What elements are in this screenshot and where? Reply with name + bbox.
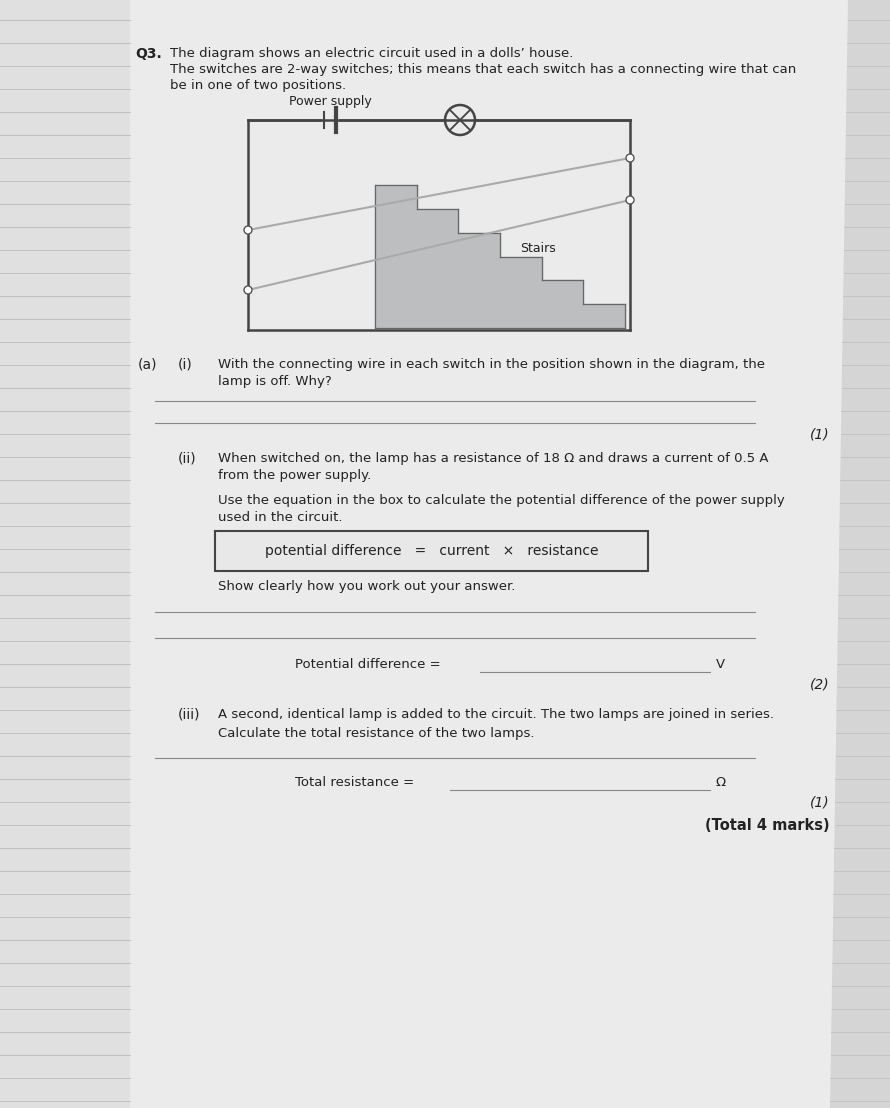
Text: lamp is off. Why?: lamp is off. Why? [218,375,332,388]
Text: Show clearly how you work out your answer.: Show clearly how you work out your answe… [218,579,515,593]
Text: used in the circuit.: used in the circuit. [218,511,343,524]
Text: from the power supply.: from the power supply. [218,469,371,482]
Text: Power supply: Power supply [288,95,371,107]
Text: (i): (i) [178,358,193,372]
Bar [0,0,130,1108]
Circle shape [244,226,252,234]
Text: When switched on, the lamp has a resistance of 18 Ω and draws a current of 0.5 A: When switched on, the lamp has a resista… [218,452,768,465]
Text: Ω: Ω [716,776,726,789]
Text: (1): (1) [811,796,830,810]
Text: potential difference   =   current   ×   resistance: potential difference = current × resista… [264,544,598,558]
Text: Use the equation in the box to calculate the potential difference of the power s: Use the equation in the box to calculate… [218,494,785,507]
Text: With the connecting wire in each switch in the position shown in the diagram, th: With the connecting wire in each switch … [218,358,765,371]
Text: Stairs: Stairs [520,242,555,255]
Polygon shape [830,0,890,1108]
Text: (ii): (ii) [178,452,197,466]
Circle shape [626,196,634,204]
Bar [100,0,860,1108]
Circle shape [626,154,634,162]
Text: be in one of two positions.: be in one of two positions. [170,79,346,92]
Text: Total resistance =: Total resistance = [295,776,418,789]
Text: (iii): (iii) [178,708,200,722]
Text: Potential difference =: Potential difference = [295,658,445,671]
Text: (Total 4 marks): (Total 4 marks) [706,818,830,833]
Circle shape [244,286,252,294]
Text: Calculate the total resistance of the two lamps.: Calculate the total resistance of the tw… [218,727,535,740]
Text: (1): (1) [811,428,830,442]
Text: Q3.: Q3. [135,47,162,61]
Polygon shape [375,185,625,328]
Text: The diagram shows an electric circuit used in a dolls’ house.: The diagram shows an electric circuit us… [170,47,573,60]
Text: V: V [716,658,725,671]
FancyBboxPatch shape [215,531,648,571]
Text: The switches are 2-way switches; this means that each switch has a connecting wi: The switches are 2-way switches; this me… [170,63,797,76]
Text: (a): (a) [138,358,158,372]
Text: (2): (2) [811,678,830,692]
Text: A second, identical lamp is added to the circuit. The two lamps are joined in se: A second, identical lamp is added to the… [218,708,774,721]
